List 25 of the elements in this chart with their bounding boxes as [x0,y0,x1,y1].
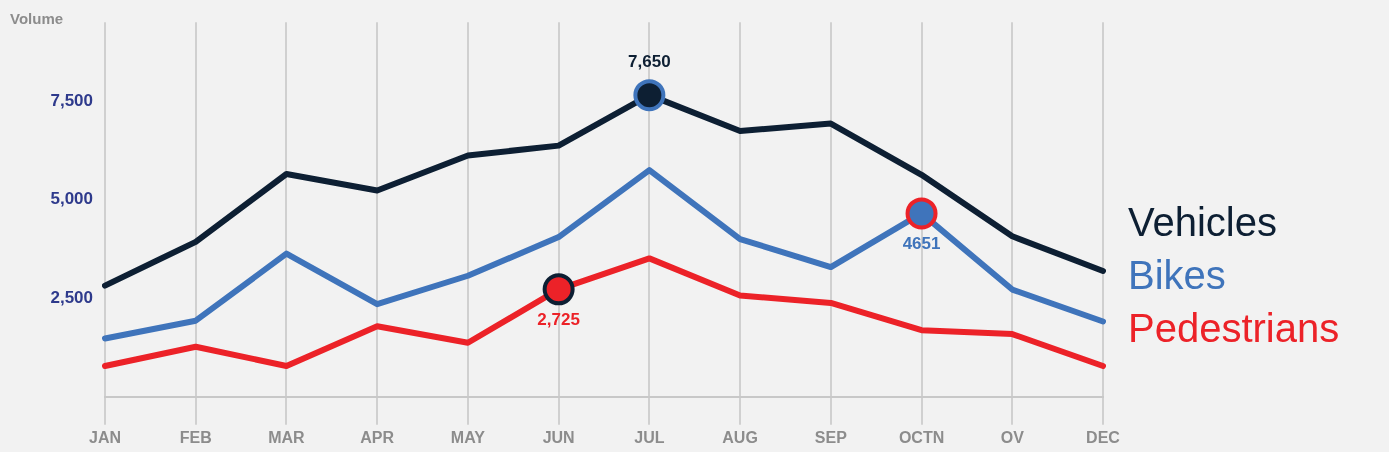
data-label: 4651 [902,233,941,253]
x-tick-label: MAY [450,428,486,446]
y-axis-title: Volume [10,10,64,28]
y-tick-label: 5,000 [50,189,93,209]
y-tick-label: 7,500 [50,90,93,110]
point [905,197,938,230]
data-label: 7,650 [628,52,671,72]
y-tick-label: 2,500 [50,287,93,307]
point [633,79,666,112]
x-tick-label: FEB [179,428,212,446]
x-tick-label: JAN [88,428,122,446]
x-tick-label: APR [360,428,395,446]
x-tick-label: AUG [722,428,758,446]
series-label: Bikes [1128,252,1226,297]
x-tick-label: OCTN [898,428,945,446]
x-tick-label: OV [1000,428,1025,446]
x-tick-label: JUN [542,428,575,446]
x-tick-label: DEC [1086,428,1121,446]
series-label: Pedestrians [1128,305,1340,350]
point [542,273,575,306]
data-label: 2,725 [537,309,580,329]
x-tick-label: MAR [268,428,306,446]
x-tick-label: JUL [634,428,665,446]
series-label: Vehicles [1128,199,1277,244]
x-tick-label: SEP [814,428,848,446]
